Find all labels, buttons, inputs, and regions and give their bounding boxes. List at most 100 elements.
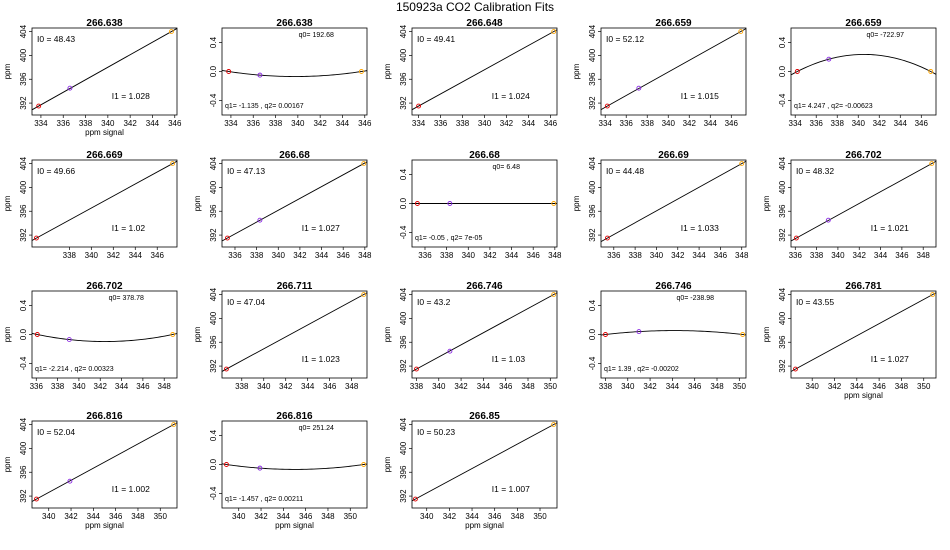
fit-line bbox=[221, 161, 368, 242]
x-tick-label: 344 bbox=[129, 251, 143, 260]
fit-curve bbox=[221, 463, 368, 470]
plot-frame bbox=[31, 27, 178, 116]
data-point bbox=[257, 465, 263, 471]
x-tick-label: 338 bbox=[456, 119, 470, 128]
x-tick-label: 346 bbox=[714, 251, 728, 260]
y-tick-label: 400 bbox=[778, 180, 787, 194]
x-tick-label: 344 bbox=[477, 382, 491, 391]
x-tick-label: 342 bbox=[64, 512, 78, 521]
x-tick-label: 336 bbox=[620, 119, 634, 128]
x-tick-label: 348 bbox=[735, 251, 749, 260]
data-point bbox=[168, 29, 174, 35]
q1-q2-annotation: q1= -0.05 , q2= 7e-05 bbox=[415, 235, 482, 242]
data-point bbox=[412, 496, 418, 502]
x-axis-label: ppm signal bbox=[275, 521, 314, 530]
data-point bbox=[928, 69, 934, 74]
x-tick-label: 340 bbox=[72, 382, 86, 391]
y-tick-label: 0.4 bbox=[209, 429, 218, 441]
intercept-annotation: I0 = 48.32 bbox=[796, 166, 834, 176]
data-point bbox=[170, 332, 176, 337]
data-point bbox=[67, 478, 73, 484]
x-tick-label: 338 bbox=[79, 119, 93, 128]
x-tick-label: 348 bbox=[131, 512, 145, 521]
y-tick-label: 0.4 bbox=[778, 36, 787, 48]
calibration-panel: 266.816 340 342 344 346 348 350 392 396 400 404 ppm… bbox=[3, 411, 178, 530]
x-tick-label: 336 bbox=[228, 251, 242, 260]
intercept-annotation: I0 = 52.04 bbox=[37, 427, 75, 437]
panel-title: 266.669 bbox=[86, 150, 123, 161]
y-axis-label: ppm bbox=[572, 195, 581, 211]
data-point bbox=[551, 292, 557, 298]
x-tick-label: 344 bbox=[146, 119, 160, 128]
fit-line bbox=[411, 29, 558, 111]
x-tick-label: 344 bbox=[87, 512, 101, 521]
y-tick-label: 400 bbox=[399, 48, 408, 62]
data-point bbox=[929, 161, 935, 167]
x-tick-label: 336 bbox=[434, 119, 448, 128]
data-point bbox=[636, 329, 642, 335]
x-tick-label: 346 bbox=[872, 382, 886, 391]
x-tick-label: 346 bbox=[151, 251, 165, 260]
calibration-panel: 266.746 338 340 342 344 346 348 350 -0.4 0.0 0.4 q0… bbox=[588, 281, 747, 391]
data-point bbox=[740, 332, 746, 337]
data-point bbox=[67, 85, 73, 91]
panel-title: 266.69 bbox=[658, 150, 689, 161]
x-tick-label: 336 bbox=[789, 251, 803, 260]
data-point bbox=[257, 72, 263, 78]
calibration-panel: 266.746 338 340 342 344 346 348 350 392 396 400 404… bbox=[383, 281, 558, 391]
y-tick-label: 404 bbox=[588, 156, 597, 170]
x-tick-label: 348 bbox=[710, 382, 724, 391]
x-tick-label: 342 bbox=[254, 512, 268, 521]
q0-annotation: q0= 6.48 bbox=[493, 164, 521, 171]
q0-annotation: q0= 251.24 bbox=[299, 425, 334, 432]
y-tick-label: 0.0 bbox=[399, 197, 408, 209]
data-point bbox=[36, 103, 42, 109]
y-axis-label: ppm bbox=[383, 63, 392, 79]
calibration-panel: 266.69 336 338 340 342 344 346 348 392 396 400 404 p… bbox=[572, 150, 749, 260]
y-tick-label: 392 bbox=[209, 228, 218, 242]
plot-frame bbox=[221, 159, 368, 248]
slope-annotation: I1 = 1.024 bbox=[492, 91, 530, 101]
x-tick-label: 338 bbox=[63, 251, 77, 260]
data-point bbox=[414, 201, 420, 206]
y-tick-label: 396 bbox=[19, 72, 28, 86]
data-point bbox=[603, 332, 608, 337]
q1-q2-annotation: q1= -2.214 , q2= 0.00323 bbox=[35, 366, 114, 373]
x-tick-label: 340 bbox=[650, 251, 664, 260]
fit-line bbox=[790, 292, 937, 372]
plot-frame bbox=[600, 290, 747, 379]
y-tick-label: 392 bbox=[399, 489, 408, 503]
x-tick-label: 346 bbox=[527, 251, 541, 260]
x-tick-label: 344 bbox=[874, 251, 888, 260]
x-tick-label: 346 bbox=[337, 251, 351, 260]
x-tick-label: 342 bbox=[107, 251, 121, 260]
x-tick-label: 334 bbox=[789, 119, 803, 128]
x-tick-label: 346 bbox=[168, 119, 182, 128]
fit-line bbox=[31, 422, 178, 502]
intercept-annotation: I0 = 49.41 bbox=[417, 34, 455, 44]
x-tick-label: 340 bbox=[432, 382, 446, 391]
y-tick-label: -0.4 bbox=[588, 356, 597, 370]
intercept-annotation: I0 = 44.48 bbox=[606, 166, 644, 176]
y-tick-label: 0.4 bbox=[588, 299, 597, 311]
data-point bbox=[170, 161, 176, 167]
y-tick-label: 404 bbox=[209, 156, 218, 170]
q1-q2-annotation: q1= -1.457 , q2= 0.00211 bbox=[225, 496, 303, 503]
y-axis-label: ppm bbox=[383, 456, 392, 472]
fit-line bbox=[600, 160, 747, 243]
x-tick-label: 342 bbox=[94, 382, 108, 391]
data-point bbox=[551, 29, 557, 35]
calibration-panel: 266.68 336 338 340 342 344 346 348 -0.4 0.0 0.4 q0=… bbox=[399, 150, 562, 260]
intercept-annotation: I0 = 43.55 bbox=[796, 297, 834, 307]
x-tick-label: 334 bbox=[412, 119, 426, 128]
plot-frame bbox=[31, 159, 178, 248]
data-point bbox=[793, 366, 798, 372]
intercept-annotation: I0 = 43.2 bbox=[417, 297, 451, 307]
x-axis-label: ppm signal bbox=[85, 521, 124, 530]
y-tick-label: 0.0 bbox=[209, 458, 218, 470]
data-point bbox=[257, 217, 263, 223]
x-tick-label: 338 bbox=[599, 382, 613, 391]
y-tick-label: 400 bbox=[399, 441, 408, 455]
x-tick-label: 338 bbox=[269, 119, 283, 128]
x-tick-label: 350 bbox=[733, 382, 747, 391]
